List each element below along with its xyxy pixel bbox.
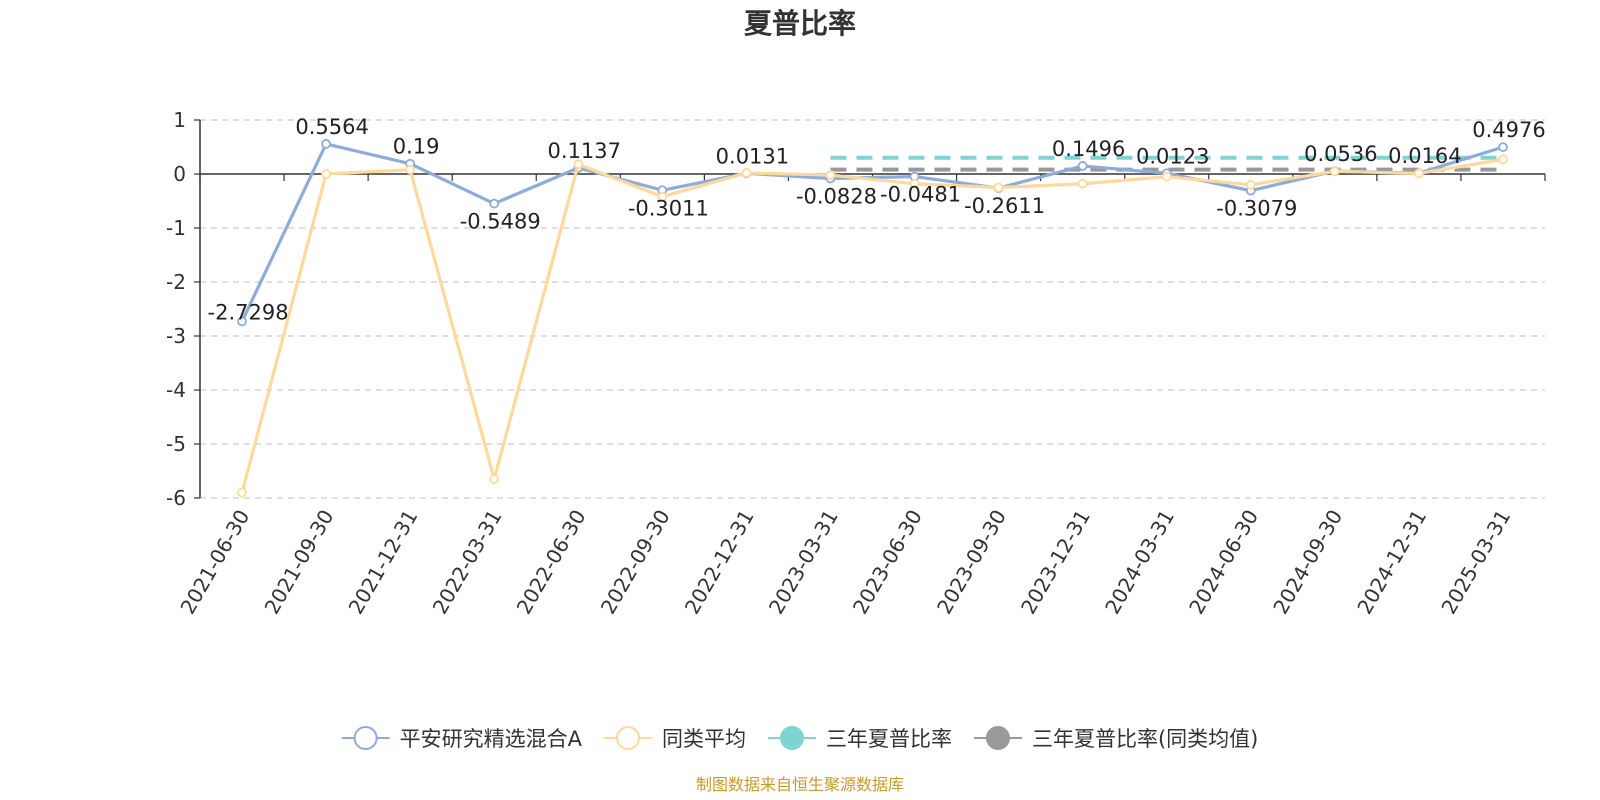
y-tick-label: -3 — [166, 324, 186, 348]
data-label: 0.5564 — [295, 115, 368, 139]
data-label: 0.0164 — [1388, 144, 1461, 168]
legend-symbol-marker — [615, 726, 640, 750]
x-tick-label: 2024-09-30 — [1268, 506, 1347, 619]
legend-item-2: 三年夏普比率 — [767, 726, 952, 751]
series-1-point — [657, 191, 668, 202]
legend-symbol-marker — [985, 726, 1010, 750]
source-note: 制图数据来自恒生聚源数据库 — [696, 775, 904, 794]
data-label: -0.0828 — [796, 184, 877, 208]
x-tick-label: 2023-06-30 — [848, 506, 927, 619]
series-1-point — [1245, 179, 1256, 190]
x-tick-label: 2021-06-30 — [175, 506, 254, 619]
series-0-point — [321, 139, 331, 149]
series-1-point — [1161, 171, 1172, 182]
x-tick-label: 2023-12-31 — [1016, 506, 1095, 619]
x-tick-label: 2021-12-31 — [344, 506, 423, 619]
data-label: 0.0123 — [1136, 144, 1209, 168]
series-1-point — [909, 178, 920, 189]
y-tick-label: 0 — [173, 162, 186, 186]
series-0-point — [1498, 142, 1508, 153]
series-1-point — [1498, 154, 1508, 165]
data-label: -0.2611 — [964, 194, 1045, 218]
x-tick-label: 2024-12-31 — [1352, 506, 1431, 619]
data-label: -2.7298 — [208, 300, 289, 324]
data-label: 0.0536 — [1304, 142, 1377, 166]
data-label-layer: -2.7298 0.5564 0.19 -0.5489 0.1137 -0.3011 0.0… — [208, 115, 1546, 324]
y-tick-label: -2 — [166, 270, 186, 294]
x-tick-label: 2022-09-30 — [596, 506, 675, 619]
series-1-point — [993, 182, 1004, 193]
legend-item-0: 平安研究精选混合A — [341, 726, 583, 751]
series-1-point — [489, 474, 500, 485]
y-tick-label: -5 — [166, 432, 186, 456]
y-tick-label: -4 — [166, 378, 186, 402]
x-tick-label: 2023-03-31 — [764, 506, 843, 619]
series-0-point — [237, 316, 247, 327]
series-0-line — [240, 142, 1504, 323]
x-tick-label: 2023-09-30 — [932, 506, 1011, 619]
series-layer — [237, 139, 1508, 498]
x-tick-label: 2022-06-30 — [512, 506, 591, 619]
legend-item-1: 同类平均 — [603, 726, 746, 751]
x-tick-label: 2024-03-31 — [1100, 506, 1179, 619]
chart-title: 夏普比率 — [744, 7, 856, 40]
data-label: -0.5489 — [460, 210, 541, 234]
data-label: 0.0131 — [716, 144, 789, 168]
legend: 平安研究精选混合A 同类平均 三年夏普比率 三年夏普比率(同类均值) — [341, 726, 1258, 751]
x-tick-label: 2025-03-31 — [1436, 506, 1515, 619]
series-0-point — [1077, 161, 1088, 171]
series-1-line — [240, 157, 1504, 494]
data-label: 0.19 — [393, 135, 440, 159]
series-1-point — [237, 487, 247, 498]
legend-symbol-marker — [779, 726, 804, 750]
y-tick-label: -1 — [166, 216, 186, 240]
series-1-point — [825, 170, 836, 180]
x-tick-label: 2022-03-31 — [428, 506, 507, 619]
legend-label: 同类平均 — [662, 727, 746, 751]
series-1-point — [321, 169, 331, 179]
x-tick-label: 2024-06-30 — [1184, 506, 1263, 619]
data-label: -0.3079 — [1216, 197, 1297, 221]
data-label: 0.1137 — [548, 139, 621, 163]
legend-label: 平安研究精选混合A — [400, 727, 583, 751]
y-tick-label: -6 — [166, 486, 186, 510]
x-tick-label: 2021-09-30 — [260, 506, 339, 619]
series-0-point — [489, 198, 500, 209]
data-label: -0.3011 — [628, 196, 709, 220]
legend-item-3: 三年夏普比率(同类均值) — [973, 726, 1258, 751]
series-1-point — [1414, 168, 1424, 179]
series-1-point — [1077, 178, 1088, 189]
series-1-point — [573, 159, 584, 170]
x-tick-label: 2022-12-31 — [680, 506, 759, 619]
legend-symbol-marker — [353, 726, 378, 750]
data-label: 0.1496 — [1052, 137, 1125, 161]
grid-layer — [200, 119, 1545, 499]
series-1-point — [405, 164, 416, 175]
legend-label: 三年夏普比率(同类均值) — [1032, 727, 1258, 751]
series-1-point — [741, 168, 752, 178]
series-1-point — [1329, 166, 1340, 177]
y-tick-label: 1 — [173, 108, 186, 132]
data-label: 0.4976 — [1472, 118, 1545, 142]
legend-label: 三年夏普比率 — [826, 727, 952, 751]
data-label: -0.0481 — [880, 183, 961, 207]
